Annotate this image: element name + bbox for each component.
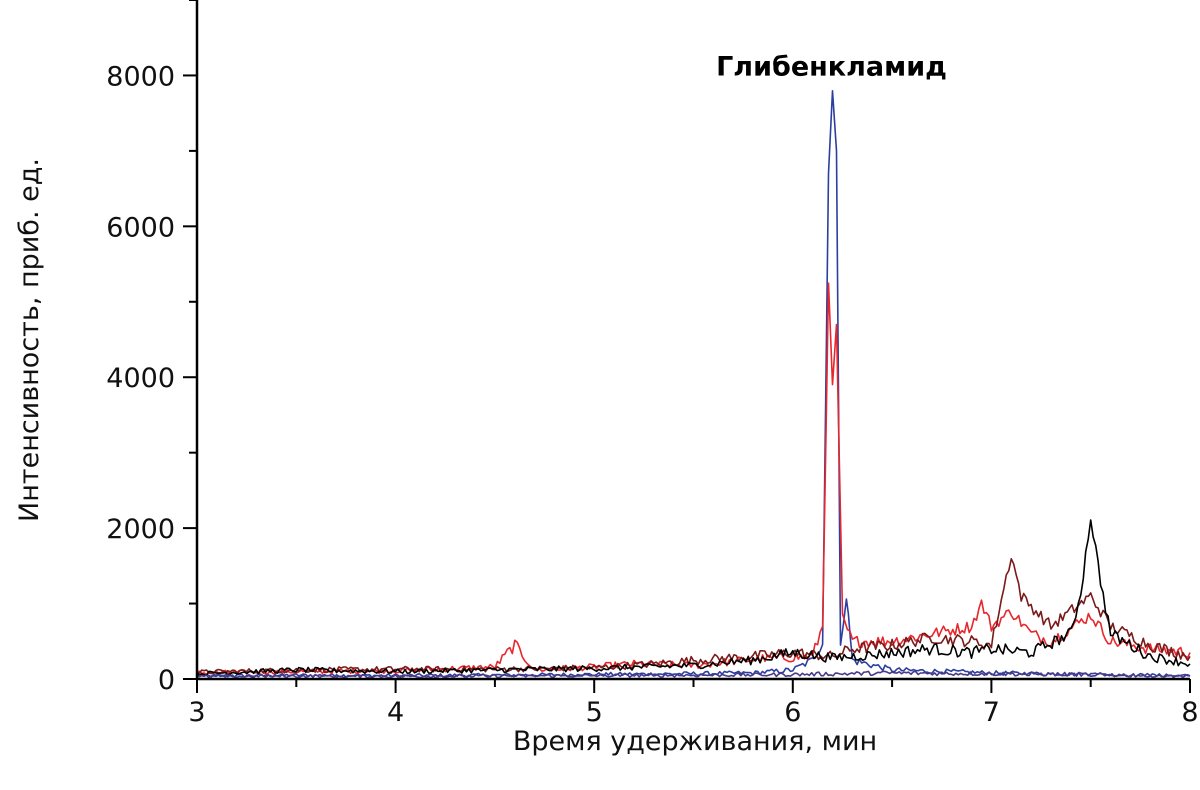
y-tick-label: 8000 — [106, 61, 175, 92]
series-layer — [196, 90, 1191, 679]
x-axis-title: Время удерживания, мин — [513, 726, 877, 757]
x-tick-label: 4 — [387, 697, 404, 728]
series-line-2 — [196, 558, 1191, 675]
peak-annotation-label: Глибенкламид — [716, 51, 947, 82]
x-tick-label: 8 — [1181, 697, 1198, 728]
x-axis-ticks: 3 4 5 6 7 8 — [188, 679, 1199, 728]
y-axis-title: Интенсивность, приб. ед. — [14, 158, 45, 522]
x-tick-label: 5 — [586, 697, 603, 728]
y-tick-label: 0 — [158, 665, 175, 696]
x-tick-label: 3 — [188, 697, 205, 728]
y-tick-label: 2000 — [106, 514, 175, 545]
y-tick-label: 4000 — [106, 363, 175, 394]
series-line-3 — [196, 519, 1191, 677]
x-tick-label: 6 — [784, 697, 801, 728]
series-line-4 — [196, 670, 1191, 679]
y-axis-ticks: 0 2000 4000 6000 8000 — [106, 0, 197, 696]
series-line-0 — [196, 90, 1191, 679]
y-tick-label: 6000 — [106, 212, 175, 243]
x-tick-label: 7 — [983, 697, 1000, 728]
